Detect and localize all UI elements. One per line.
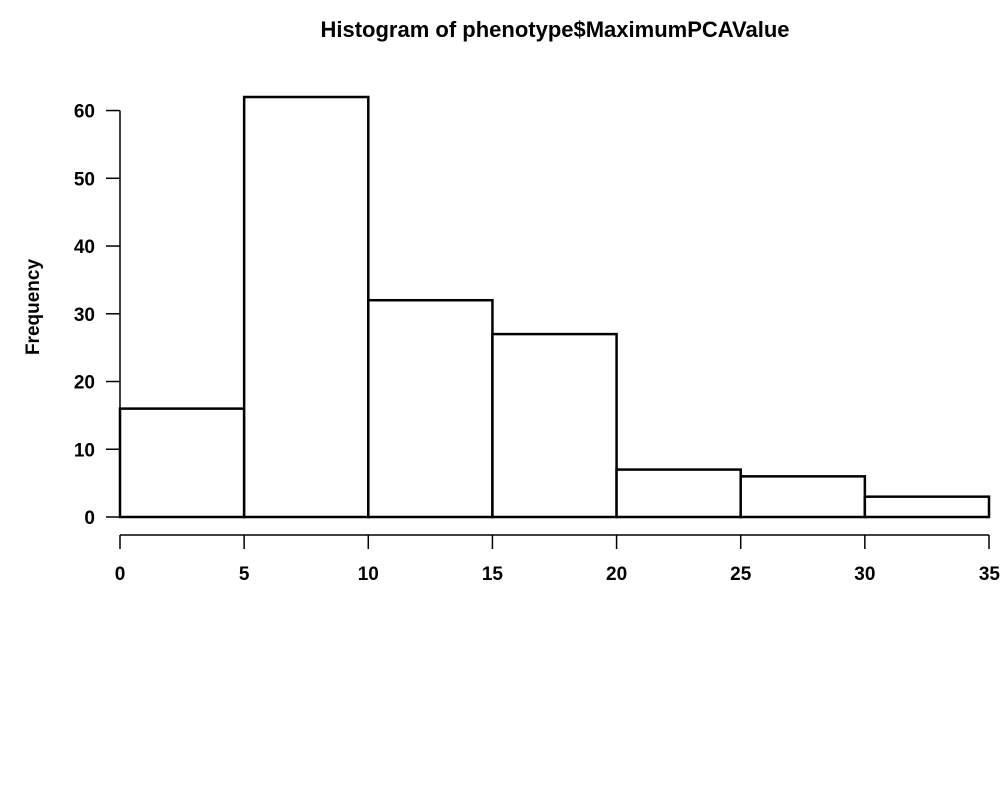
y-tick-label: 50 xyxy=(74,169,95,190)
x-tick-label: 5 xyxy=(239,564,250,585)
chart-title: Histogram of phenotype$MaximumPCAValue xyxy=(320,17,789,42)
histogram-bar-15-20 xyxy=(491,332,618,519)
bars-group xyxy=(118,95,991,519)
x-tick-label: 30 xyxy=(854,564,875,585)
x-tick-label: 15 xyxy=(482,564,504,585)
histogram-bar-30-35 xyxy=(863,495,991,519)
y-tick-label: 10 xyxy=(74,440,95,461)
histogram-bar-20-25 xyxy=(615,468,742,519)
y-tick-label: 30 xyxy=(74,305,95,326)
x-tick-label: 10 xyxy=(358,564,379,585)
y-axis-label: Frequency xyxy=(23,259,44,356)
y-tick-label: 40 xyxy=(74,237,95,258)
y-tick-label: 0 xyxy=(84,508,95,529)
x-tick-label: 35 xyxy=(979,564,1000,585)
y-tick-label: 20 xyxy=(74,373,95,394)
x-tick-label: 25 xyxy=(730,564,752,585)
histogram-bar-0-5 xyxy=(118,407,246,519)
histogram-bar-25-30 xyxy=(739,475,867,519)
y-axis: 0 10 20 30 40 50 60 xyxy=(74,102,121,529)
x-tick-label: 20 xyxy=(606,564,627,585)
x-axis: 0 5 10 15 20 25 30 35 xyxy=(115,534,1000,585)
histogram-bar-5-10 xyxy=(242,95,370,519)
y-tick-label: 60 xyxy=(74,102,95,123)
histogram-bar-10-15 xyxy=(367,298,494,519)
x-tick-label: 0 xyxy=(115,564,126,585)
